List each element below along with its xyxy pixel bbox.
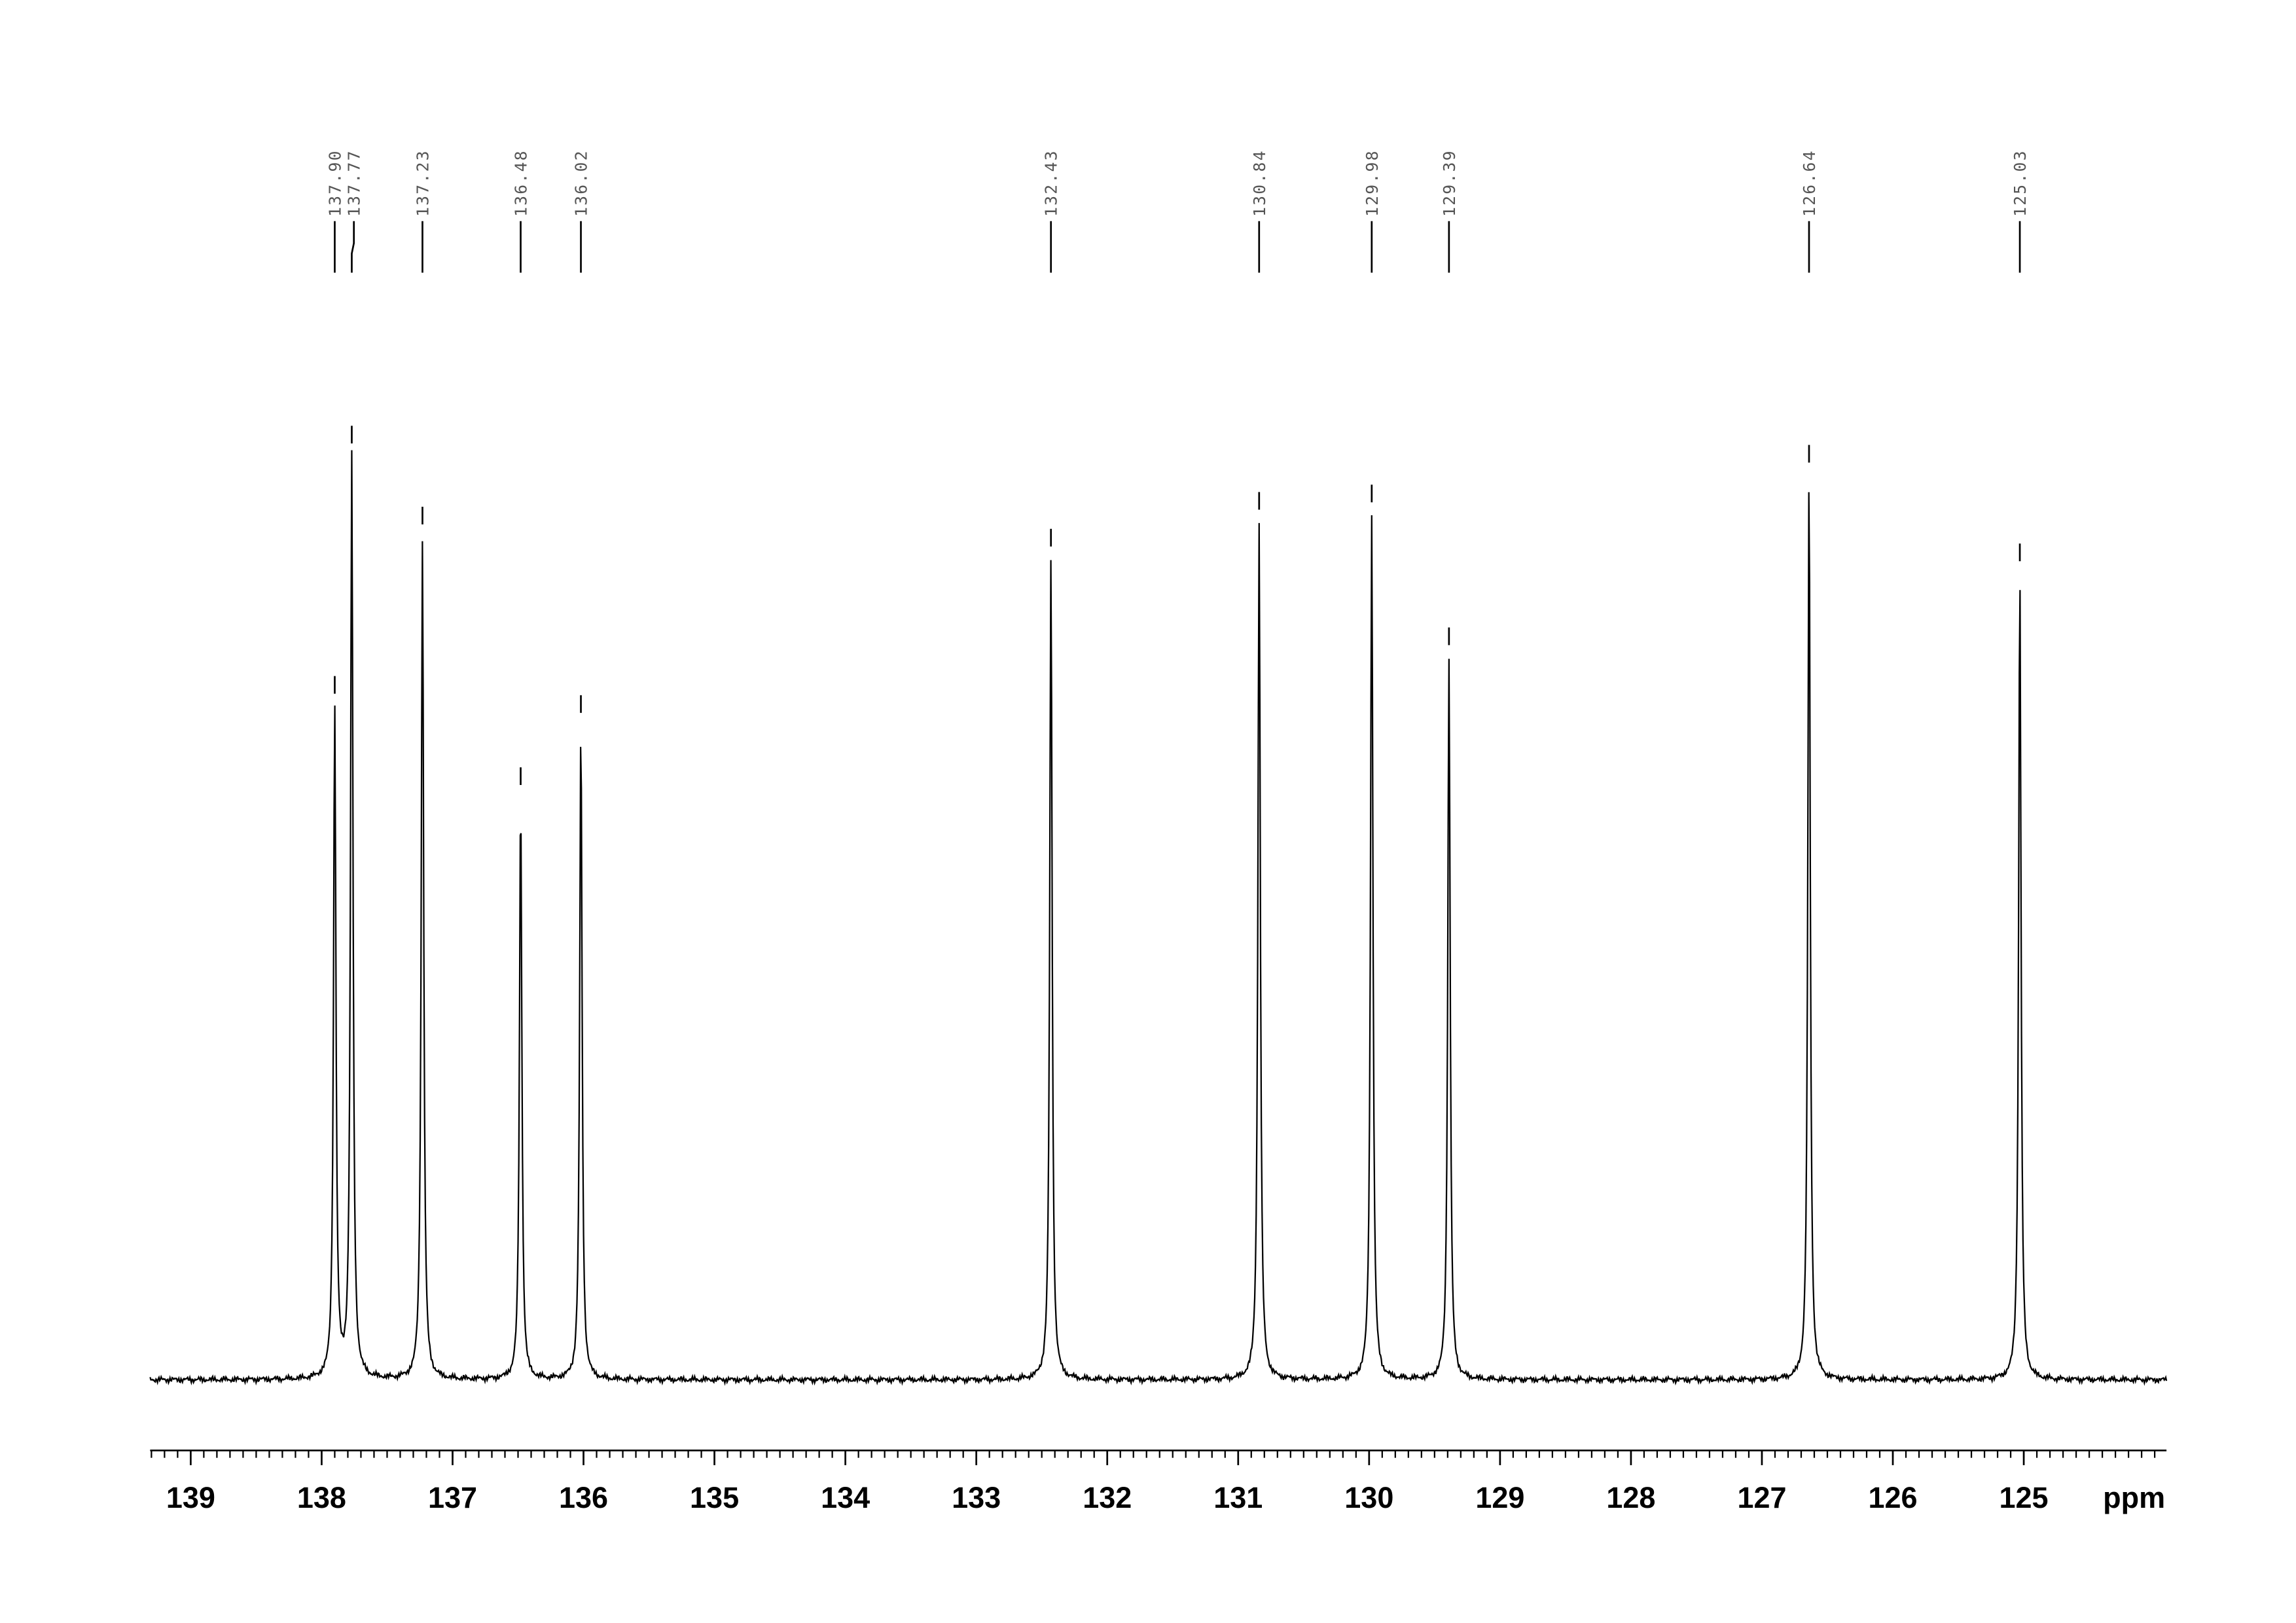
x-tick-label: 130: [1344, 1481, 1393, 1514]
x-tick-label: 127: [1737, 1481, 1786, 1514]
peak-label: 137.90: [325, 149, 344, 217]
x-tick-label: 131: [1213, 1481, 1263, 1514]
peak-label: 129.98: [1363, 149, 1382, 217]
x-tick-label: 139: [166, 1481, 215, 1514]
x-tick-label: 132: [1083, 1481, 1132, 1514]
peak-label-connector: [351, 221, 355, 273]
peak-label: 137.77: [345, 149, 364, 217]
peak-label: 125.03: [2011, 149, 2030, 217]
x-tick-label: 134: [821, 1481, 870, 1514]
peak-label: 136.48: [512, 149, 531, 217]
x-tick-label: 136: [559, 1481, 608, 1514]
spectrum-trace: [149, 450, 2168, 1386]
peak-label: 136.02: [572, 149, 591, 217]
x-tick-label: 133: [952, 1481, 1001, 1514]
x-tick-label: 137: [428, 1481, 477, 1514]
peak-label: 129.39: [1440, 149, 1459, 217]
x-tick-label: 138: [297, 1481, 346, 1514]
x-tick-label: 126: [1868, 1481, 1917, 1514]
x-axis-label: ppm: [2103, 1481, 2165, 1514]
x-tick-label: 129: [1475, 1481, 1524, 1514]
peak-label: 137.23: [413, 149, 432, 217]
x-tick-label: 128: [1606, 1481, 1655, 1514]
x-tick-label: 125: [2000, 1481, 2049, 1514]
peak-label: 132.43: [1042, 149, 1061, 217]
x-tick-label: 135: [690, 1481, 739, 1514]
peak-label: 130.84: [1250, 149, 1269, 217]
peak-label: 126.64: [1800, 149, 1819, 217]
